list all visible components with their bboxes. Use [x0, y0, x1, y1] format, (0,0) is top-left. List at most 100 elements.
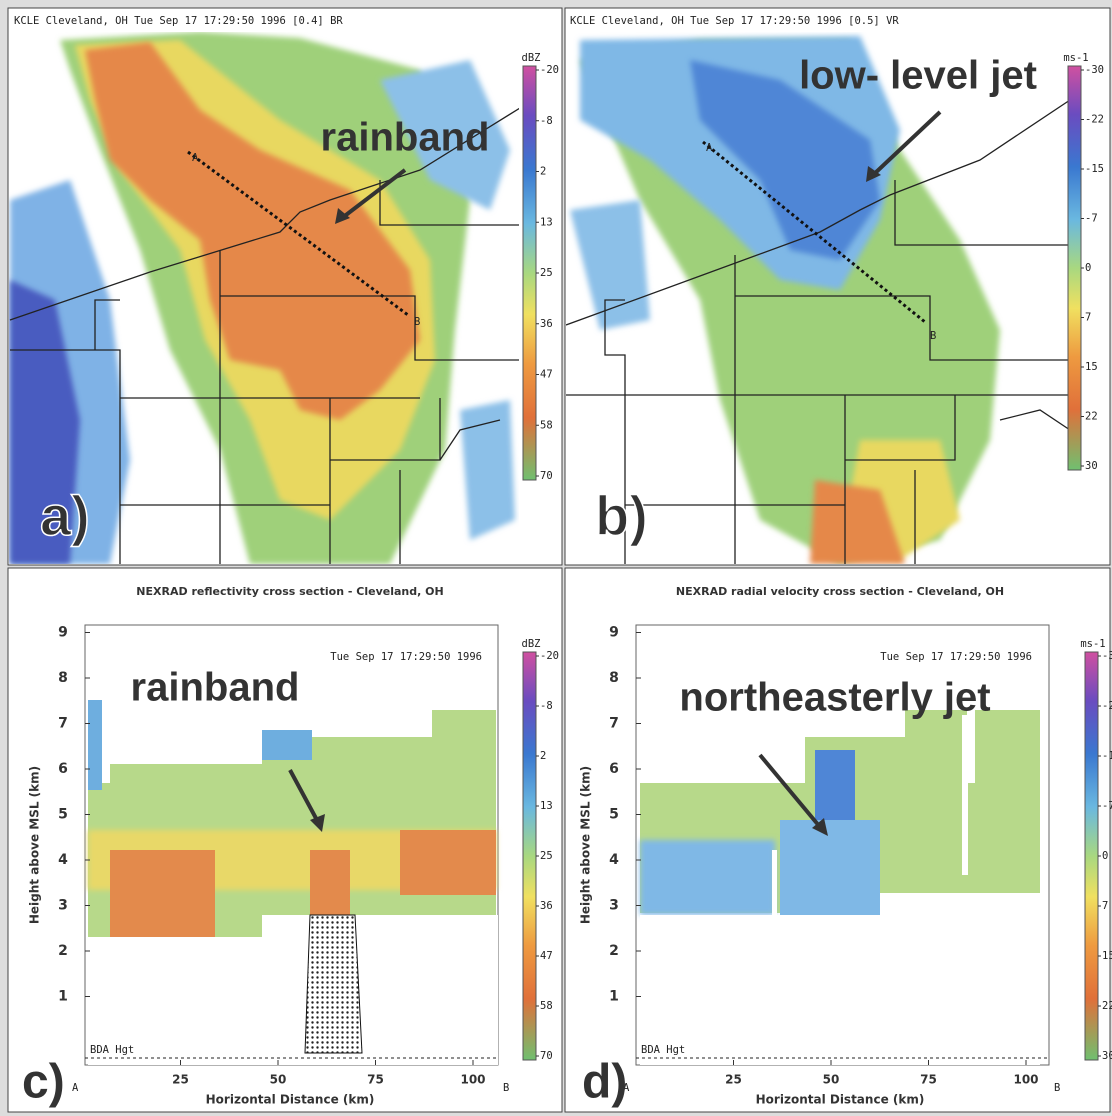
echo — [110, 764, 262, 784]
colorbar — [522, 651, 537, 1061]
cross-section-image — [84, 624, 499, 1066]
y-axis-label: Height above MSL (km) — [579, 766, 593, 924]
colorbar-unit: dBZ — [522, 52, 541, 64]
colorbar-unit: ms-1 — [1080, 638, 1105, 650]
x-axis-label: Horizontal Distance (km) — [206, 1093, 375, 1107]
y-tick-label: 3 — [609, 898, 619, 914]
x-tick-label: 25 — [172, 1073, 189, 1087]
x-tick-label: 75 — [367, 1073, 384, 1087]
timestamp: Tue Sep 17 17:29:50 1996 — [330, 651, 482, 663]
colorbar-label: 70 — [540, 470, 553, 482]
echo — [85, 42, 420, 420]
colorbar-label: 36 — [540, 900, 553, 912]
section-title: NEXRAD radial velocity cross section - C… — [676, 585, 1004, 598]
y-tick-label: 4 — [58, 852, 68, 868]
blank — [962, 715, 968, 875]
colorbar-label: -30 — [1085, 64, 1104, 76]
cross-section-image — [635, 624, 1050, 1066]
y-tick-label: 4 — [609, 852, 619, 868]
colorbar-label: -8 — [540, 115, 553, 127]
blank — [880, 893, 1040, 1065]
y-axis-label: Height above MSL (km) — [28, 766, 42, 924]
echo — [262, 730, 312, 760]
colorbar-unit: ms-1 — [1063, 52, 1088, 64]
radar-image — [9, 32, 519, 564]
panel-label: c) — [22, 1056, 65, 1109]
section-line — [187, 150, 409, 317]
x-tick-label: 100 — [460, 1073, 485, 1087]
echo — [432, 710, 496, 783]
colorbar-label: 22 — [1085, 411, 1098, 423]
colorbar-label: 2 — [540, 166, 546, 178]
y-tick-label: 2 — [58, 943, 68, 959]
map-line — [9, 107, 519, 321]
annotation: rainband — [131, 666, 300, 710]
timestamp: Tue Sep 17 17:29:50 1996 — [880, 651, 1032, 663]
y-tick-label: 3 — [58, 898, 68, 914]
annotation: rainband — [321, 116, 490, 160]
x-tick-label: 50 — [270, 1073, 287, 1087]
x-tick-label: 25 — [725, 1073, 742, 1087]
colorbar-label: -7 — [1102, 800, 1112, 812]
colorbar-label: -30 — [1102, 650, 1112, 662]
end-label: A — [72, 1082, 79, 1094]
colorbar-label: -20 — [540, 650, 559, 662]
arrow-head — [335, 208, 350, 224]
echo — [310, 850, 350, 915]
colorbar-label: -22 — [1085, 114, 1104, 126]
arrow-head — [866, 166, 881, 182]
colorbar — [1084, 651, 1099, 1061]
y-tick-label: 5 — [609, 807, 619, 823]
colorbar-label: 2 — [540, 750, 546, 762]
colorbar-label: 15 — [1085, 361, 1098, 373]
section-title: NEXRAD reflectivity cross section - Clev… — [136, 585, 443, 598]
arrow-head — [812, 818, 828, 836]
y-tick-label: 1 — [609, 989, 619, 1005]
echo — [88, 700, 102, 790]
panel-label: b) — [595, 484, 648, 547]
panel-header: KCLE Cleveland, OH Tue Sep 17 17:29:50 1… — [14, 15, 343, 27]
point-label: A — [706, 142, 713, 154]
colorbar-label: 13 — [540, 800, 553, 812]
y-tick-label: 1 — [58, 989, 68, 1005]
colorbar-label: -7 — [1085, 213, 1098, 225]
colorbar-label: 7 — [1102, 900, 1108, 912]
y-tick-label: 7 — [609, 716, 619, 732]
arrow — [340, 168, 407, 220]
colorbar-label: 25 — [540, 850, 553, 862]
point-label: B — [414, 316, 420, 328]
colorbar-label: 7 — [1085, 312, 1091, 324]
y-tick-label: 2 — [609, 943, 619, 959]
echo — [640, 840, 775, 915]
colorbar-label: 47 — [540, 369, 553, 381]
end-label: A — [623, 1082, 630, 1094]
colorbar-label: 58 — [540, 1000, 553, 1012]
y-tick-label: 8 — [58, 670, 68, 686]
colorbar-label: 13 — [540, 216, 553, 228]
arrow-head — [310, 814, 325, 832]
panel-label: a) — [40, 484, 90, 547]
radar-image — [566, 36, 1071, 564]
point-label: A — [192, 152, 199, 164]
x-tick-label: 75 — [920, 1073, 937, 1087]
colorbar-label: 0 — [1102, 850, 1108, 862]
baseline-label: BDA Hgt — [641, 1044, 685, 1056]
colorbar-label: -15 — [1085, 163, 1104, 175]
y-tick-label: 9 — [609, 625, 619, 641]
colorbar-label: 36 — [540, 318, 553, 330]
y-tick-label: 5 — [58, 807, 68, 823]
echo — [355, 737, 435, 783]
blank — [262, 915, 498, 1065]
echo — [570, 200, 650, 330]
colorbar-label: 15 — [1102, 950, 1112, 962]
end-label: B — [1054, 1082, 1060, 1094]
panel-label: d) — [582, 1056, 627, 1109]
echo — [975, 710, 1040, 783]
annotation: low- level jet — [799, 54, 1037, 98]
x-tick-label: 50 — [823, 1073, 840, 1087]
blank — [640, 915, 880, 1065]
y-tick-label: 9 — [58, 625, 68, 641]
x-tick-label: 100 — [1013, 1073, 1038, 1087]
panel-header: KCLE Cleveland, OH Tue Sep 17 17:29:50 1… — [570, 15, 899, 27]
